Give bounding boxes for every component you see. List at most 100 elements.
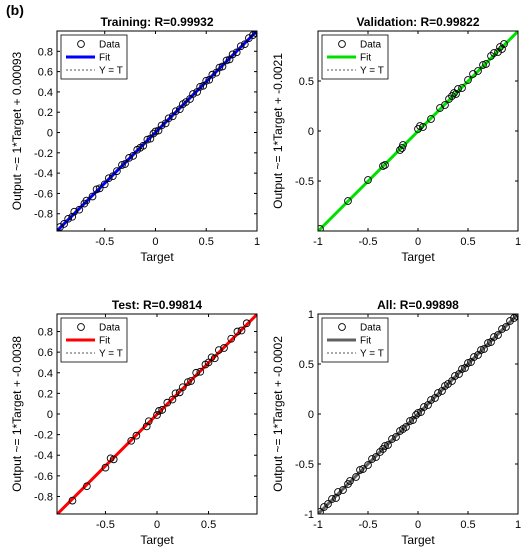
data-point [359,465,367,473]
data-point [427,396,435,404]
legend-entry: Fit [99,53,110,64]
data-point [95,184,104,193]
data-point [232,48,241,57]
data-point [207,353,216,362]
fit-line [57,31,257,231]
data-point [142,422,151,431]
data-point [434,389,442,397]
data-point [215,63,224,72]
x-tick-label: -0.5 [95,236,114,248]
data-point [344,197,352,205]
data-point [420,403,428,411]
legend-entry: Y = T [360,66,384,77]
data-point [196,82,204,91]
x-tick-label: 0 [415,519,421,531]
data-point [318,508,324,514]
chart-panel-1: -0.5 0 0.5 1 -0.8 -0.6 -0.4 -0.2 0 0.2 0.4 0.6 0.8 Tr… [10,15,260,264]
data-point [339,486,347,494]
data-point [237,326,246,335]
data-points [68,319,251,505]
data-point [108,172,117,181]
data-point [470,353,478,361]
data-point [227,334,236,343]
data-point [372,453,380,461]
legend-entry: Y = T [360,349,384,360]
data-point [184,378,192,386]
data-point [458,84,466,92]
data-point [388,435,396,443]
data-point [127,436,136,445]
y-tick-label: -0.4 [34,450,53,462]
data-point [402,423,410,431]
legend: Data Fit Y = T [60,317,128,363]
data-point [228,50,237,59]
data-point [215,346,223,354]
data-point [364,461,372,469]
data-point [441,101,449,109]
data-point [500,40,508,48]
y-tick-label: -0.2 [34,148,53,160]
legend-entry: Fit [99,336,110,347]
data-point [381,161,389,169]
data-point [118,161,126,169]
data-points [318,314,518,514]
data-point [101,463,110,472]
data-point [121,160,129,168]
data-point [158,406,167,414]
data-point [220,344,228,352]
data-point [498,325,506,333]
data-point [490,333,498,341]
data-point [82,196,91,205]
x-tick-label: -0.5 [359,519,378,531]
x-axis-label: Target [401,250,435,264]
x-tick-label: -1 [313,236,323,248]
data-point [164,114,173,123]
axes-frame [56,30,258,232]
legend-entry: Y = T [99,349,123,360]
legend: Data Fit Y = T [321,34,389,80]
chart-title: Test: R=0.99814 [112,298,202,312]
data-point [68,212,77,221]
y-tick-label: 0.4 [38,368,53,380]
data-point [364,176,372,184]
x-tick-label: 0.5 [199,236,214,248]
y-tick-label: 0 [47,128,53,140]
chart-title: All: R=0.99898 [377,298,459,312]
y-tick-label: 0.8 [38,327,53,339]
x-tick-label: -0.5 [359,236,378,248]
data-point [334,488,342,496]
legend-entry: Fit [360,336,371,347]
data-points [318,40,508,231]
x-tick-label: 0.5 [201,519,216,531]
data-point [75,205,84,214]
x-tick-label: 1 [254,236,260,248]
y-tick-label: -0.6 [34,471,53,483]
data-point [474,67,482,75]
data-point [452,90,460,98]
chart-panel-2: -1 -0.5 0 0.5 1 -0.5 0 0.5 Validation: R=0.99822… [271,15,521,264]
data-point [427,115,435,123]
chart-title: Validation: R=0.99822 [356,15,479,29]
data-point [399,141,407,149]
data-point [324,500,332,508]
x-tick-label: 0.5 [460,236,475,248]
y-tick-label: 0.8 [38,46,53,58]
legend-entry: Data [360,323,382,334]
data-point [178,383,187,392]
x-tick-label: 0 [415,236,421,248]
y-tick-label: 0.2 [38,388,53,400]
data-point [502,323,510,331]
legend-data-marker [77,40,85,48]
data-point [171,389,180,398]
legend-entry: Data [99,40,121,51]
y-tick-label: -0.4 [34,168,53,180]
data-point [171,107,180,116]
data-point [125,154,133,162]
data-point [454,85,462,93]
chart-panel-3: -0.5 0 0.5 -0.8 -0.6 -0.4 -0.2 0 0.2 0.4 0.6 0.8 Tes… [10,298,258,547]
y-axis-label: Output ~= 1*Target + -0.0021 [271,53,285,209]
y-tick-label: 0.2 [38,107,53,119]
y-tick-label: -1 [304,509,314,521]
y-tick-label: -0.6 [34,188,53,200]
x-tick-label: 0.5 [460,519,475,531]
